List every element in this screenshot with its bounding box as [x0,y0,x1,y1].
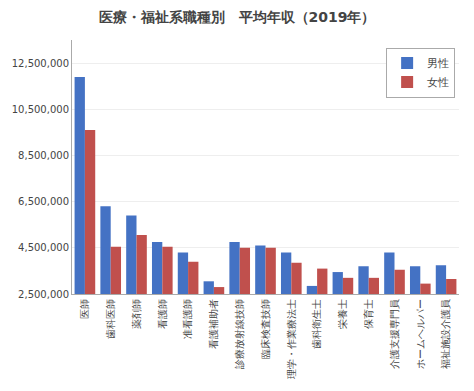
svg-text:臨床検査技師: 臨床検査技師 [260,299,271,359]
svg-text:介護支援専門員: 介護支援専門員 [389,299,400,369]
svg-text:8,500,000: 8,500,000 [18,150,69,161]
svg-text:男性: 男性 [427,57,449,70]
svg-text:12,500,000: 12,500,000 [12,58,69,69]
svg-text:歯科衛生士: 歯科衛生士 [311,299,322,349]
svg-text:10,500,000: 10,500,000 [12,104,69,115]
svg-text:准看護師: 准看護師 [182,299,193,339]
svg-text:女性: 女性 [427,76,449,89]
svg-text:看護補助者: 看護補助者 [208,299,219,349]
svg-text:ホームヘルパー: ホームヘルパー [415,299,426,369]
svg-text:理学・作業療法士: 理学・作業療法士 [286,299,297,379]
svg-text:福祉施設介護員: 福祉施設介護員 [440,299,451,369]
svg-text:医師: 医師 [79,299,90,319]
svg-text:医療・福祉系職種別 平均年収（2019年）: 医療・福祉系職種別 平均年収（2019年） [99,9,376,25]
svg-text:2,500,000: 2,500,000 [18,289,69,300]
svg-text:診療放射線技師: 診療放射線技師 [234,299,245,369]
svg-text:6,500,000: 6,500,000 [18,196,69,207]
svg-text:看護師: 看護師 [157,299,168,329]
svg-text:保育士: 保育士 [363,299,374,329]
svg-text:薬剤師: 薬剤師 [131,299,142,329]
svg-text:歯科医師: 歯科医師 [105,299,116,339]
svg-text:4,500,000: 4,500,000 [18,242,69,253]
svg-text:栄養士: 栄養士 [337,299,348,329]
